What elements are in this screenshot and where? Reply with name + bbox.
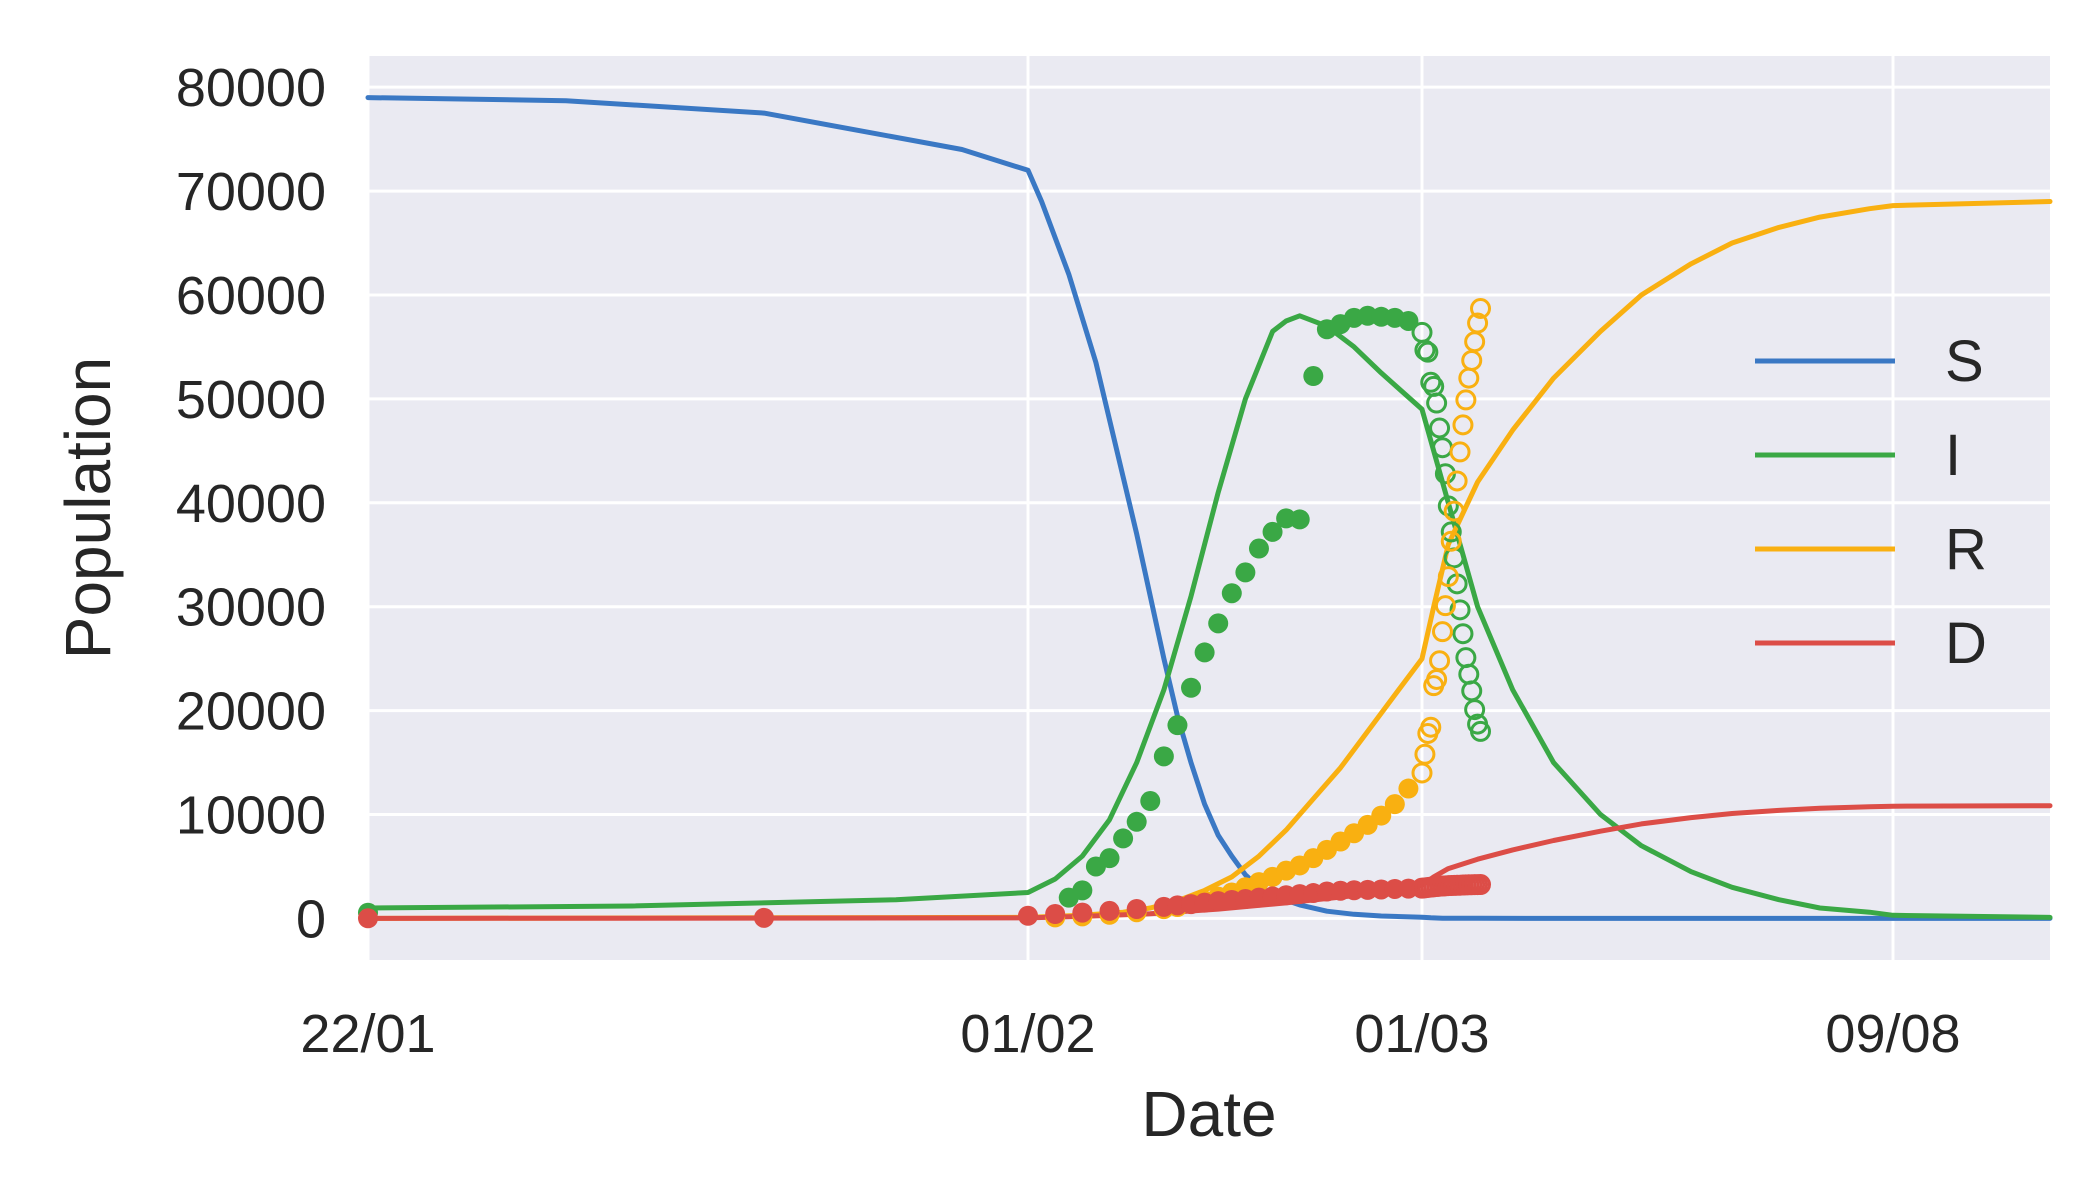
data-point — [1194, 642, 1215, 663]
data-point — [1426, 392, 1448, 414]
data-point — [1420, 371, 1442, 393]
legend-label-r: R — [1945, 517, 1987, 582]
data-point — [754, 907, 774, 928]
data-point — [1371, 805, 1392, 826]
data-point — [1181, 677, 1202, 698]
data-point — [1398, 310, 1419, 331]
data-point — [1464, 699, 1486, 721]
data-point — [1414, 339, 1436, 361]
data-point — [1045, 903, 1066, 924]
y-tick-label: 20000 — [176, 682, 326, 742]
data-point — [1018, 905, 1038, 926]
data-point — [1449, 599, 1471, 621]
y-tick-label: 40000 — [176, 474, 326, 534]
y-tick-label: 30000 — [176, 578, 326, 638]
y-tick-labels: 0 10000 20000 30000 40000 50000 60000 70000 8000… — [176, 58, 326, 949]
data-point — [1437, 566, 1459, 588]
data-point — [1420, 716, 1442, 738]
data-point — [1470, 874, 1492, 896]
data-point — [1235, 562, 1256, 583]
data-point — [1455, 389, 1477, 411]
data-point — [1208, 613, 1229, 634]
observed-points — [358, 297, 1492, 929]
data-point — [1289, 509, 1310, 530]
y-tick-label: 50000 — [176, 370, 326, 430]
data-point — [1167, 715, 1188, 736]
data-point — [1072, 902, 1093, 923]
data-point — [1221, 583, 1242, 604]
data-point — [1072, 880, 1093, 901]
x-tick-label: 01/03 — [1354, 1004, 1489, 1064]
data-point — [1470, 297, 1492, 319]
data-point — [1443, 500, 1465, 522]
data-point — [1113, 828, 1134, 849]
y-tick-label: 60000 — [176, 266, 326, 326]
data-point — [1446, 470, 1468, 492]
data-point — [1126, 811, 1147, 832]
y-tick-label: 80000 — [176, 58, 326, 118]
legend-label-d: D — [1945, 611, 1987, 676]
data-point — [1099, 900, 1120, 921]
data-point — [1140, 791, 1161, 812]
data-point — [1248, 538, 1269, 559]
y-tick-label: 10000 — [176, 786, 326, 846]
data-point — [1440, 521, 1462, 543]
data-point — [1303, 366, 1324, 387]
data-point — [1126, 898, 1147, 919]
data-point — [1414, 743, 1436, 765]
data-point — [1470, 720, 1492, 742]
data-point — [1431, 621, 1453, 643]
data-point — [1452, 414, 1474, 436]
data-point — [358, 908, 378, 929]
data-point — [1429, 650, 1451, 672]
y-tick-label: 70000 — [176, 162, 326, 222]
legend-label-s: S — [1945, 329, 1984, 394]
data-point — [1452, 623, 1474, 645]
x-tick-label: 09/08 — [1825, 1004, 1960, 1064]
data-point — [1429, 417, 1451, 439]
data-point — [1099, 848, 1120, 869]
data-point — [1417, 341, 1439, 363]
x-tick-labels: 22/01 01/02 01/03 09/08 — [300, 1004, 1960, 1064]
data-point — [1398, 778, 1419, 799]
series-line-i — [365, 313, 2053, 920]
x-tick-label: 01/02 — [960, 1004, 1095, 1064]
x-tick-label: 22/01 — [300, 1004, 435, 1064]
y-tick-label: 0 — [296, 889, 326, 949]
data-point — [1434, 595, 1456, 617]
data-point — [1467, 312, 1489, 334]
legend-label-i: I — [1945, 423, 1961, 488]
data-point — [1449, 441, 1471, 463]
y-axis-label: Population — [52, 357, 124, 659]
data-point — [1262, 521, 1283, 542]
data-point — [1153, 746, 1174, 767]
data-point — [1384, 794, 1405, 815]
data-point — [1437, 495, 1459, 517]
data-point — [1440, 530, 1462, 552]
x-axis-label: Date — [1141, 1078, 1276, 1150]
series-line-s — [365, 95, 2053, 921]
